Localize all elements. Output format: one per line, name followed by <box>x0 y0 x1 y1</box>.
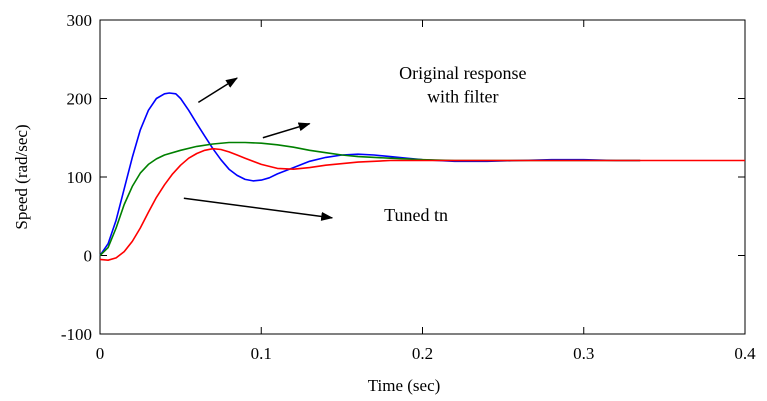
series-line-0 <box>99 92 641 256</box>
x-tick-labels: 0 0.1 0.2 0.3 0.4 <box>96 344 756 363</box>
annotation-arrow-2 <box>183 197 334 221</box>
series-line-2 <box>99 147 745 262</box>
y-tick-label: 200 <box>67 90 93 109</box>
x-tick-label: 0.1 <box>251 344 272 363</box>
annotations: Original response with filter Tuned tn <box>384 63 526 225</box>
annotation-text-1: with filter <box>427 86 498 106</box>
x-tick-label: 0.3 <box>573 344 594 363</box>
x-tick-label: 0.4 <box>734 344 756 363</box>
y-tick-label: 100 <box>67 168 93 187</box>
y-tick-label: 0 <box>84 247 93 266</box>
annotation-text-0: Original response <box>399 63 526 83</box>
y-tick-label: 300 <box>67 11 93 30</box>
x-tick-label: 0.2 <box>412 344 433 363</box>
annotation-arrow-1 <box>262 122 311 139</box>
y-tick-label: -100 <box>61 325 92 344</box>
y-axis-label: Speed (rad/sec) <box>12 124 31 229</box>
annotation-arrows <box>183 77 334 221</box>
y-tick-labels: -100 0 100 200 300 <box>61 11 92 344</box>
x-tick-label: 0 <box>96 344 105 363</box>
axis-ticks <box>99 19 746 335</box>
x-axis-label: Time (sec) <box>368 376 441 395</box>
series-lines <box>99 92 745 262</box>
annotation-text-2: Tuned tn <box>384 205 448 225</box>
annotation-arrow-0 <box>197 77 238 104</box>
